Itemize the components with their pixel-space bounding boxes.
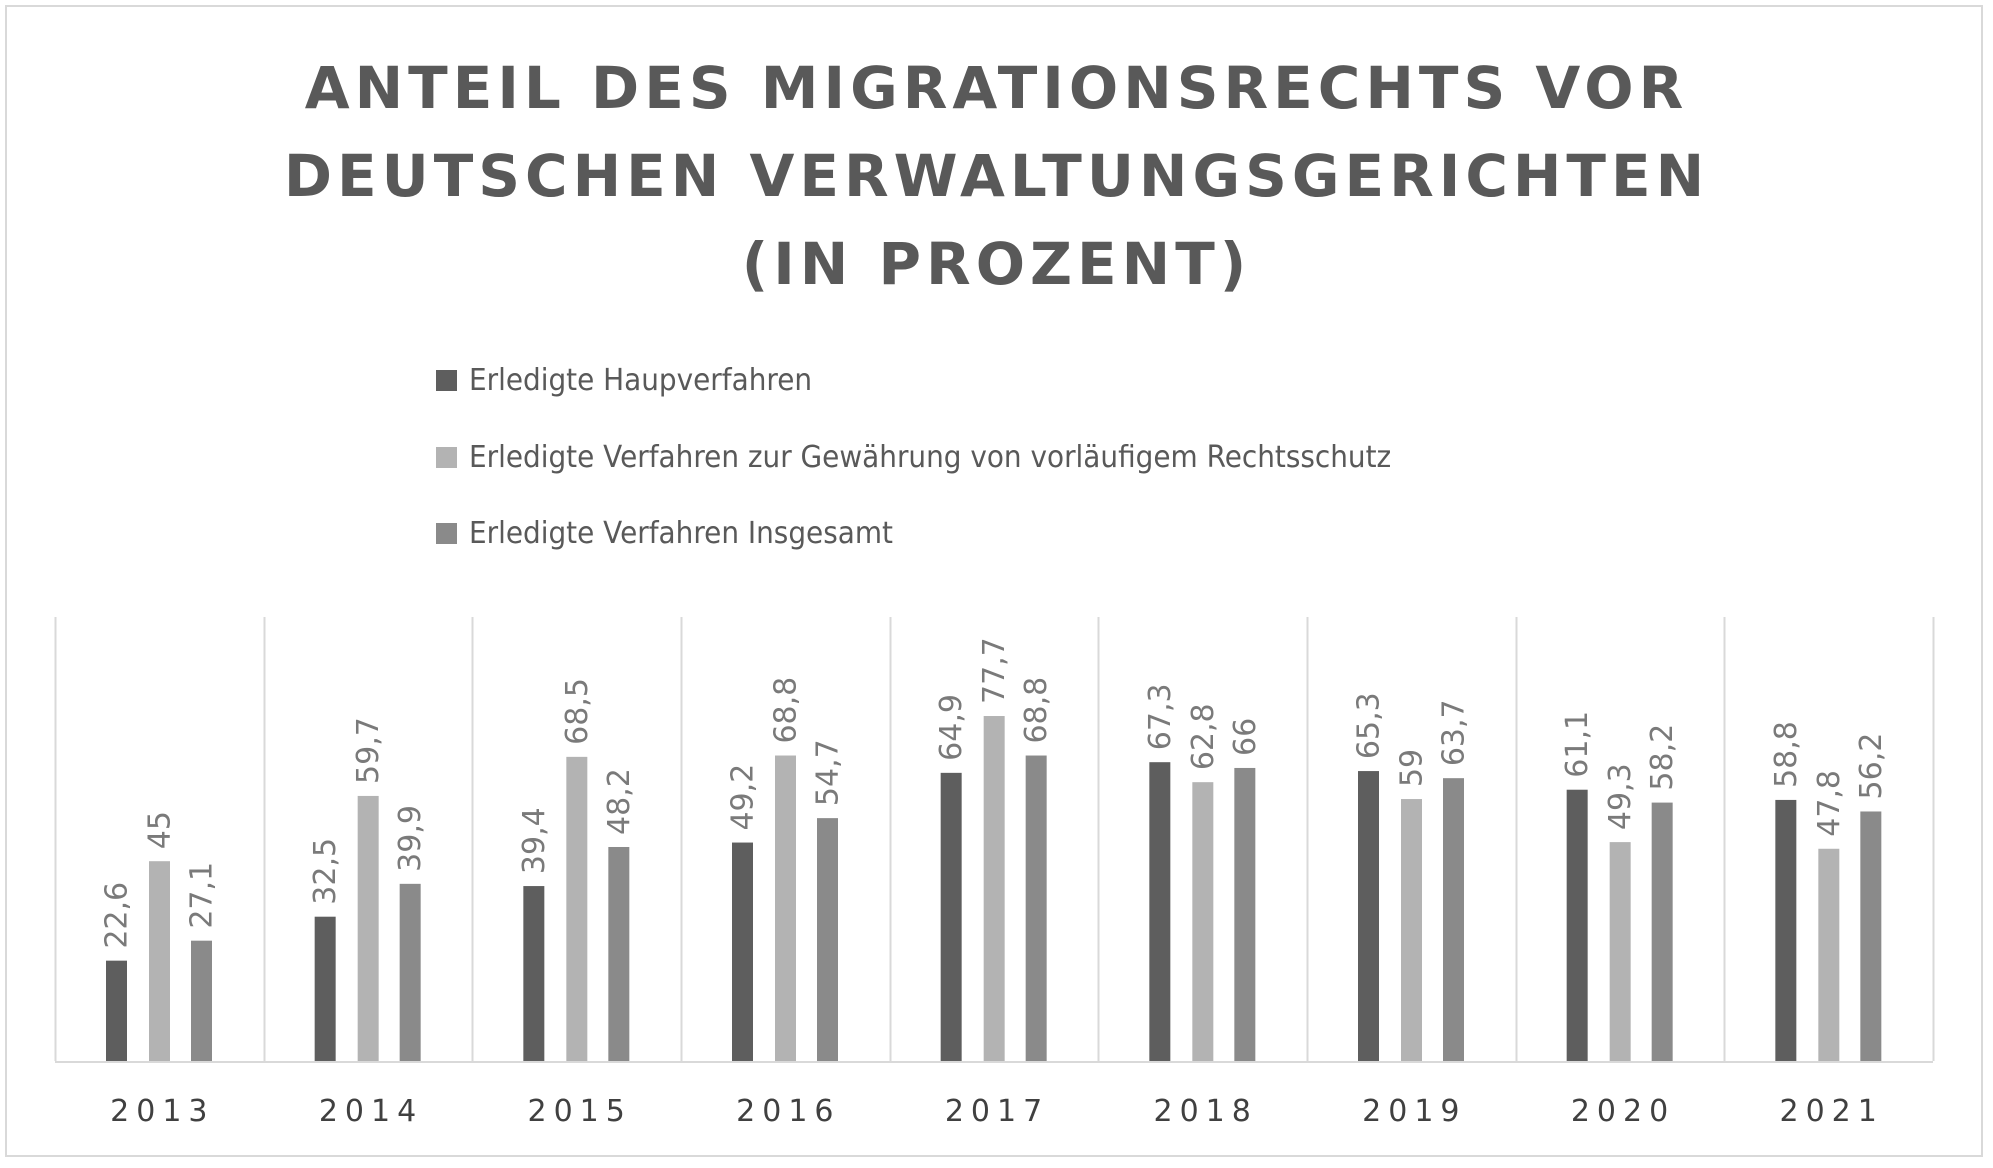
data-label: 62,8: [1186, 703, 1221, 770]
bar: [775, 755, 796, 1061]
data-label: 49,2: [726, 764, 761, 831]
bar: [357, 795, 379, 1061]
data-label: 64,9: [934, 694, 969, 761]
data-label: 67,3: [1143, 683, 1178, 750]
legend-swatch-haupverfahren: [436, 369, 457, 391]
bar: [191, 940, 212, 1061]
legend-item-haupverfahren: Erledigte Haupverfahren: [436, 358, 838, 402]
bar: [1566, 789, 1588, 1061]
chart-title: ANTEIL DES MIGRATIONSRECHTS VOR DEUTSCHE…: [0, 44, 1993, 308]
x-tick-label: 2021: [1779, 1094, 1883, 1129]
data-label: 54,7: [811, 739, 846, 806]
bar: [940, 772, 962, 1061]
data-label: 47,8: [1812, 770, 1847, 837]
data-label: 39,4: [517, 807, 552, 874]
data-label: 59: [1395, 749, 1430, 787]
data-label: 58,2: [1645, 724, 1680, 791]
x-tick-label: 2015: [527, 1094, 631, 1129]
bar: [149, 861, 170, 1061]
bar: [1443, 778, 1464, 1061]
legend-item-rechtsschutz: Erledigte Verfahren zur Gewährung von vo…: [436, 435, 1461, 479]
data-label: 66: [1228, 718, 1263, 756]
bar: [566, 756, 588, 1061]
legend-swatch-insgesamt: [436, 522, 457, 544]
bar: [1401, 799, 1422, 1061]
bar: [1860, 811, 1882, 1061]
data-label: 22,6: [100, 882, 135, 949]
data-label: 68,8: [769, 677, 804, 744]
data-label: 45: [143, 811, 178, 849]
x-tick-label: 2017: [945, 1094, 1049, 1129]
data-label: 68,5: [560, 678, 595, 745]
x-tick-label: 2014: [319, 1094, 423, 1129]
data-label: 56,2: [1854, 733, 1889, 800]
data-label: 77,7: [977, 637, 1012, 704]
bar: [1818, 848, 1840, 1061]
legend-label-rechtsschutz: Erledigte Verfahren zur Gewährung von vo…: [469, 439, 1392, 475]
x-tick-label: 2018: [1153, 1094, 1257, 1129]
bar: [608, 846, 630, 1061]
x-tick-label: 2013: [110, 1094, 214, 1129]
bar: [523, 886, 545, 1061]
bar: [732, 842, 753, 1061]
bar: [314, 916, 336, 1061]
data-label: 58,8: [1769, 721, 1804, 788]
legend-swatch-rechtsschutz: [436, 446, 457, 468]
bar: [1192, 782, 1214, 1061]
data-label: 49,3: [1603, 763, 1638, 830]
data-label: 61,1: [1560, 711, 1595, 778]
bar: [1149, 762, 1171, 1061]
bar: [1609, 842, 1631, 1061]
bar: [1025, 755, 1047, 1061]
bar: [106, 960, 127, 1061]
x-tick-label: 2019: [1362, 1094, 1466, 1129]
chart-title-line-1: ANTEIL DES MIGRATIONSRECHTS VOR: [304, 54, 1689, 122]
bar: [399, 883, 421, 1061]
chart-title-line-3: (IN PROZENT): [741, 230, 1252, 298]
data-label: 63,7: [1437, 699, 1472, 766]
legend-label-insgesamt: Erledigte Verfahren Insgesamt: [469, 515, 893, 551]
data-label: 59,7: [351, 717, 386, 784]
data-label: 65,3: [1352, 692, 1387, 759]
bar: [1651, 802, 1673, 1061]
bar: [983, 716, 1005, 1061]
chart-title-line-2: DEUTSCHEN VERWALTUNGSGERICHTEN: [283, 142, 1710, 210]
x-tick-label: 2016: [736, 1094, 840, 1129]
legend-item-insgesamt: Erledigte Verfahren Insgesamt: [436, 511, 925, 555]
bar: [817, 818, 838, 1061]
bar: [1234, 767, 1256, 1061]
bar: [1358, 771, 1379, 1061]
x-tick-label: 2020: [1571, 1094, 1675, 1129]
data-label: 48,2: [602, 768, 637, 835]
legend-label-haupverfahren: Erledigte Haupverfahren: [469, 362, 813, 398]
bar: [1775, 799, 1797, 1061]
data-label: 27,1: [185, 862, 220, 929]
data-label: 32,5: [308, 838, 343, 905]
data-label: 39,9: [393, 805, 428, 872]
data-label: 68,8: [1019, 677, 1054, 744]
